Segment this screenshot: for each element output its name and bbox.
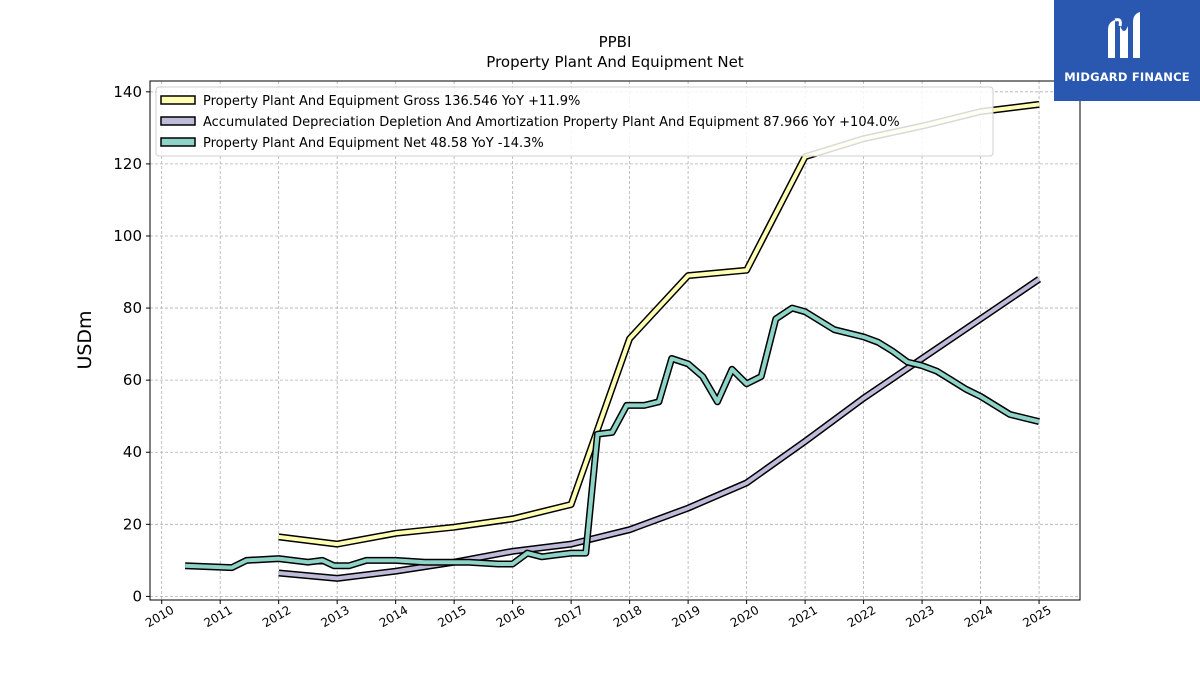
legend: Property Plant And Equipment Gross 136.5… <box>155 86 994 157</box>
x-tick-label: 2020 <box>728 603 761 630</box>
x-tick-label: 2018 <box>611 603 644 630</box>
plot-area <box>150 81 1080 600</box>
legend-label: Property Plant And Equipment Gross 136.5… <box>203 94 580 109</box>
x-tick-label: 2013 <box>318 603 351 630</box>
x-tick-label: 2022 <box>845 603 878 630</box>
x-tick-label: 2019 <box>669 603 702 630</box>
y-tick-label: 60 <box>123 371 142 389</box>
x-tick-label: 2012 <box>260 603 293 630</box>
x-tick-label: 2017 <box>552 603 585 630</box>
y-tick-label: 120 <box>113 155 142 173</box>
x-tick-label: 2011 <box>201 603 234 630</box>
series-layer <box>184 100 1042 582</box>
x-tick-label: 2024 <box>962 603 995 630</box>
y-tick-label: 80 <box>123 299 142 317</box>
y-axis-label: USDm <box>74 310 96 369</box>
legend-swatch <box>160 137 196 147</box>
grid <box>150 81 1080 600</box>
x-tick-label: 2023 <box>903 603 936 630</box>
x-axis: 2010 2011 2012 2013 2014 2015 2016 2017 2018 2019… <box>143 600 1054 630</box>
brand-logo: MIDGARD FINANCE <box>1054 0 1200 101</box>
x-tick-label: 2010 <box>143 603 176 630</box>
y-tick-label: 140 <box>113 83 142 101</box>
chart-title: PPBI <box>599 33 632 51</box>
x-tick-label: 2021 <box>786 603 819 630</box>
logo-mark-icon <box>1108 12 1140 58</box>
legend-swatch <box>160 95 196 105</box>
logo-text: MIDGARD FINANCE <box>1064 70 1190 84</box>
legend-label: Accumulated Depreciation Depletion And A… <box>203 115 900 130</box>
legend-swatch <box>160 116 196 126</box>
x-tick-label: 2014 <box>377 603 410 630</box>
x-tick-label: 2016 <box>494 603 527 630</box>
y-tick-label: 100 <box>113 227 142 245</box>
chart-subtitle: Property Plant And Equipment Net <box>486 53 743 71</box>
legend-label: Property Plant And Equipment Net 48.58 Y… <box>203 136 544 151</box>
legend-box <box>155 86 994 157</box>
plot-frame <box>149 80 1081 601</box>
y-tick-label: 40 <box>123 443 142 461</box>
y-tick-label: 20 <box>123 515 142 533</box>
x-tick-label: 2025 <box>1020 603 1053 630</box>
y-axis: 0 20 40 60 80 100 120 140 <box>113 83 150 605</box>
series-line-3 <box>185 306 1040 570</box>
x-tick-label: 2015 <box>435 603 468 630</box>
y-tick-label: 0 <box>132 587 142 605</box>
